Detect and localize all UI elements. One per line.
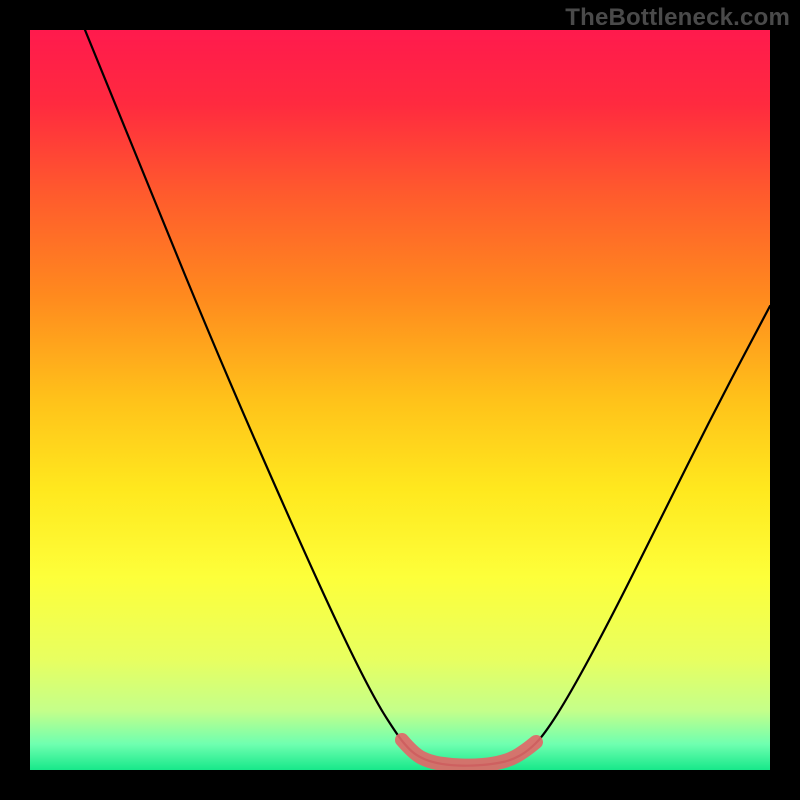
chart-stage: TheBottleneck.com <box>0 0 800 800</box>
trough-marker <box>402 740 536 766</box>
bottleneck-curve <box>85 30 770 766</box>
watermark-text: TheBottleneck.com <box>565 4 790 32</box>
curve-layer <box>30 30 770 770</box>
